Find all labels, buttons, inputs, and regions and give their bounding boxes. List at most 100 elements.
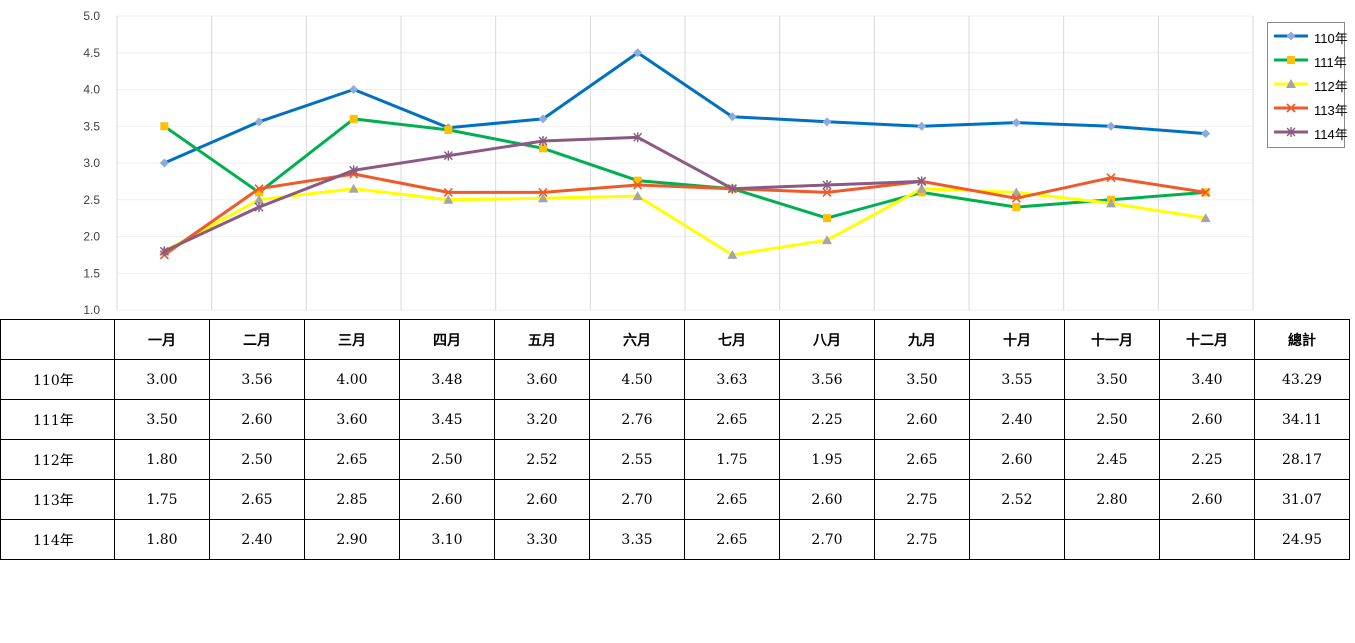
- table-cell: 1.75: [114, 479, 210, 520]
- y-tick-label: 4.5: [83, 46, 100, 60]
- table-cell: 2.65: [874, 439, 970, 480]
- table-header-cell: 二月: [209, 319, 305, 360]
- table-cell: 2.75: [874, 479, 970, 520]
- chart-series: [159, 48, 1211, 260]
- table-header-row: 一月 二月 三月 四月 五月 六月 七月 八月 九月 十月 十一月 十二月 總計: [0, 319, 1350, 360]
- legend-swatch: [1274, 127, 1308, 137]
- legend-item: 114年: [1272, 122, 1348, 142]
- series-point: [727, 112, 737, 122]
- legend-marker: [1286, 31, 1296, 41]
- table-cell: 2.60: [399, 479, 495, 520]
- series-point: [1012, 203, 1021, 212]
- series-point: [1011, 118, 1021, 128]
- y-tick-label: 1.0: [83, 303, 100, 317]
- series-point: [444, 125, 453, 134]
- legend-label: 111年: [1314, 55, 1347, 70]
- table-cell: 2.60: [874, 399, 970, 440]
- series-point: [917, 121, 927, 131]
- table-cell: 2.52: [494, 439, 590, 480]
- table-cell: 2.25: [1159, 439, 1255, 480]
- table-cell: [1064, 519, 1160, 560]
- table-cell: 3.63: [684, 359, 780, 400]
- table-cell: 34.11: [1254, 399, 1350, 440]
- series-point: [348, 183, 359, 193]
- table-row-label: 114年: [0, 519, 115, 560]
- table-cell: 2.65: [684, 479, 780, 520]
- legend-swatch: [1274, 56, 1308, 64]
- legend-marker: [1286, 127, 1296, 137]
- table-cell: 43.29: [1254, 359, 1350, 400]
- table-cell: 4.00: [304, 359, 400, 400]
- table-cell: 4.50: [589, 359, 685, 400]
- table-cell: 3.50: [1064, 359, 1160, 400]
- table-cell: 3.50: [114, 399, 210, 440]
- y-tick-label: 1.5: [83, 266, 100, 280]
- legend-item: 110年: [1272, 26, 1348, 46]
- table-cell: 3.60: [494, 359, 590, 400]
- legend-swatch: [1274, 103, 1308, 113]
- legend-marker: [1286, 103, 1296, 113]
- table-cell: 28.17: [1254, 439, 1350, 480]
- table-cell: 2.60: [969, 439, 1065, 480]
- table-row: 112年 1.80 2.50 2.65 2.50 2.52 2.55 1.75 1.95 2.65…: [0, 439, 1350, 480]
- table-header-cell: 總計: [1254, 319, 1350, 360]
- table-header-cell: 九月: [874, 319, 970, 360]
- table-cell: 3.55: [969, 359, 1065, 400]
- table-cell: 3.10: [399, 519, 495, 560]
- table-cell: 2.52: [969, 479, 1065, 520]
- table-row: 113年 1.75 2.65 2.85 2.60 2.60 2.70 2.65 2.60 2.75…: [0, 479, 1350, 520]
- series-point: [254, 194, 264, 204]
- table-row: 114年 1.80 2.40 2.90 3.10 3.30 3.35 2.65 2.70 2.75…: [0, 519, 1350, 560]
- series-point: [1201, 129, 1211, 139]
- series-point: [254, 117, 264, 127]
- table-header-cell: 四月: [399, 319, 495, 360]
- series-point: [632, 191, 643, 201]
- series-point: [254, 202, 264, 213]
- table-cell: 2.76: [589, 399, 685, 440]
- y-tick-label: 3.5: [83, 119, 100, 133]
- table-cell: 2.90: [304, 519, 400, 560]
- y-axis: 1.0 1.5 2.0 2.5 3.0 3.5 4.0 4.5 5.0: [83, 9, 100, 317]
- table-row-label: 113年: [0, 479, 115, 520]
- table-cell: 3.56: [779, 359, 875, 400]
- series-5: [159, 132, 927, 257]
- series-point: [822, 235, 832, 245]
- table-cell: 2.65: [209, 479, 305, 520]
- table-cell: 3.60: [304, 399, 400, 440]
- series-line: [163, 51, 1206, 165]
- series-1: [159, 48, 1211, 168]
- table-row: 111年 3.50 2.60 3.60 3.45 3.20 2.76 2.65 2.25 2.60…: [0, 399, 1350, 440]
- chart-legend: 110年 111年 112年 113年 114年: [1267, 22, 1348, 148]
- series-point: [538, 187, 548, 197]
- table-cell: 2.45: [1064, 439, 1160, 480]
- series-point: [1201, 187, 1211, 197]
- table-cell: 2.60: [494, 479, 590, 520]
- series-point: [159, 246, 169, 257]
- table-cell: 1.95: [779, 439, 875, 480]
- y-tick-label: 5.0: [83, 9, 100, 23]
- legend-swatch: [1274, 79, 1308, 88]
- legend-label: 112年: [1314, 79, 1348, 94]
- series-point: [443, 150, 453, 161]
- legend-label: 114年: [1314, 127, 1348, 142]
- series-point: [1011, 187, 1022, 197]
- table-cell: 2.50: [1064, 399, 1160, 440]
- series-point: [538, 135, 548, 146]
- series-point: [254, 184, 264, 194]
- series-point: [539, 144, 547, 153]
- legend-item: 112年: [1272, 74, 1348, 94]
- series-point: [1106, 121, 1116, 131]
- table-cell: 3.00: [114, 359, 210, 400]
- table-header-cell: 三月: [304, 319, 400, 360]
- series-point: [538, 193, 548, 203]
- series-point: [1106, 198, 1116, 208]
- series-point: [1011, 193, 1021, 203]
- series-point: [349, 165, 359, 176]
- table-header-cell: 十一月: [1064, 319, 1160, 360]
- series-point: [727, 249, 738, 259]
- y-tick-label: 2.5: [83, 193, 100, 207]
- table-cell: 3.45: [399, 399, 495, 440]
- series-point: [822, 187, 832, 197]
- series-point: [633, 48, 643, 58]
- table-cell: 3.40: [1159, 359, 1255, 400]
